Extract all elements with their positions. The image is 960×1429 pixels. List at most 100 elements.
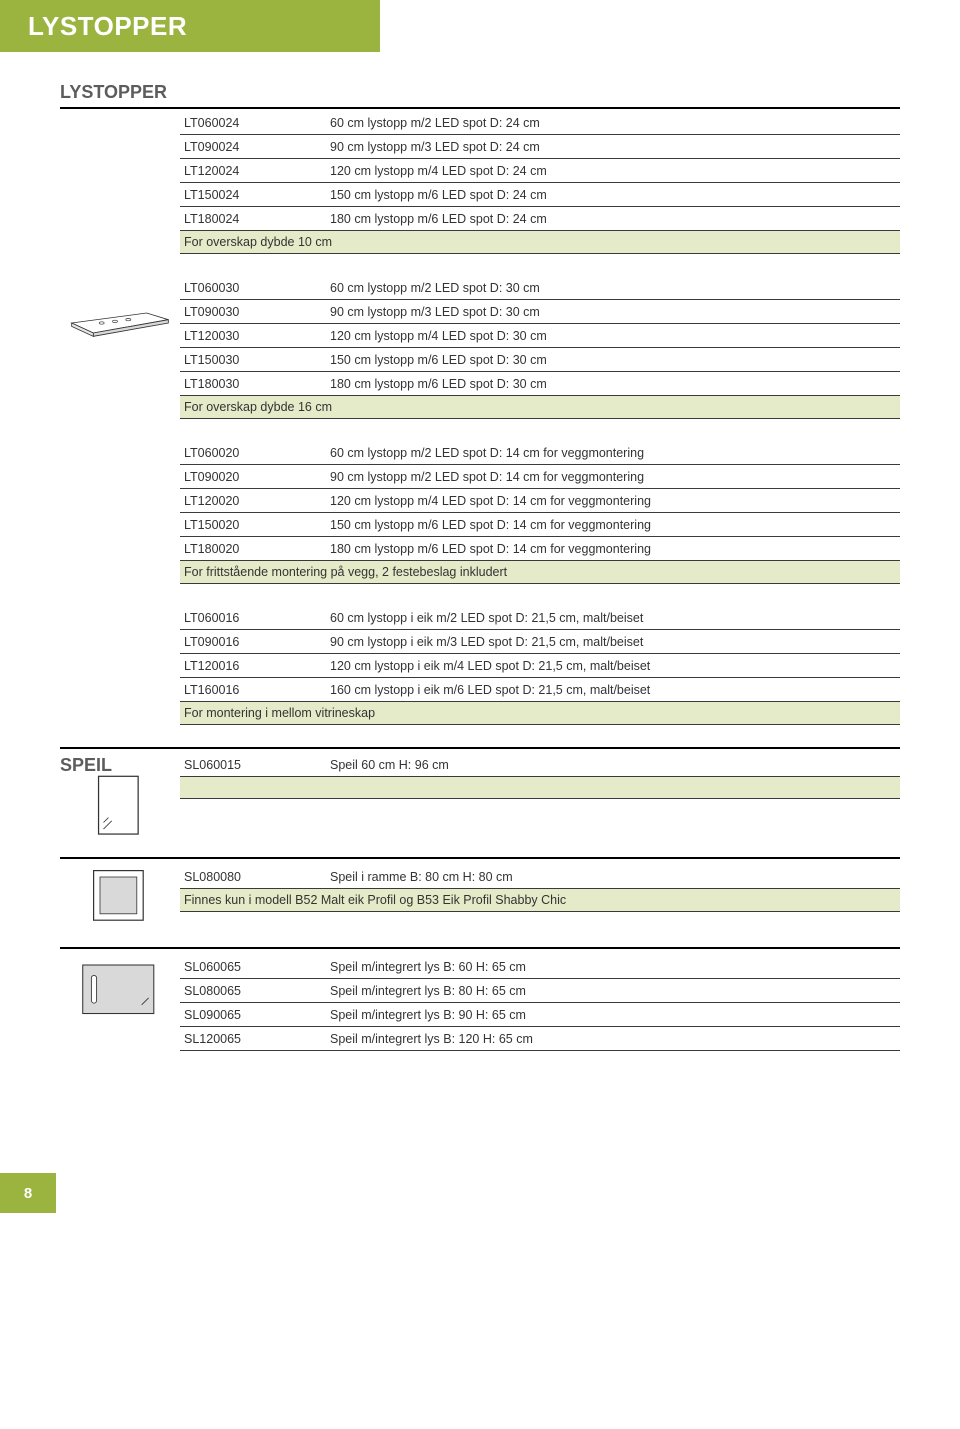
product-code: LT060024 bbox=[180, 116, 330, 130]
product-code: SL060015 bbox=[180, 758, 330, 772]
product-code: LT060020 bbox=[180, 446, 330, 460]
product-desc: 60 cm lystopp m/2 LED spot D: 24 cm bbox=[330, 116, 900, 130]
product-desc: 60 cm lystopp i eik m/2 LED spot D: 21,5… bbox=[330, 611, 900, 625]
product-desc: Speil m/integrert lys B: 90 H: 65 cm bbox=[330, 1008, 900, 1022]
table: SL060065Speil m/integrert lys B: 60 H: 6… bbox=[180, 955, 900, 1051]
table-row: SL060065Speil m/integrert lys B: 60 H: 6… bbox=[180, 955, 900, 979]
product-desc: 180 cm lystopp m/6 LED spot D: 14 cm for… bbox=[330, 542, 900, 556]
speil-block-1: SL060015Speil 60 cm H: 96 cm bbox=[180, 753, 900, 799]
note-row: For overskap dybde 10 cm bbox=[180, 231, 900, 254]
product-code: LT180030 bbox=[180, 377, 330, 391]
product-desc: 120 cm lystopp m/4 LED spot D: 30 cm bbox=[330, 329, 900, 343]
table-row: SL120065Speil m/integrert lys B: 120 H: … bbox=[180, 1027, 900, 1051]
table-row: LT06002460 cm lystopp m/2 LED spot D: 24… bbox=[180, 111, 900, 135]
note-row: For overskap dybde 16 cm bbox=[180, 396, 900, 419]
speil1-icon-row bbox=[60, 799, 900, 839]
product-code: LT060016 bbox=[180, 611, 330, 625]
speil-block-2: SL080080Speil i ramme B: 80 cm H: 80 cm … bbox=[60, 865, 900, 925]
product-code: LT150030 bbox=[180, 353, 330, 367]
product-code: LT090030 bbox=[180, 305, 330, 319]
page-header-band: LYSTOPPER bbox=[0, 0, 380, 52]
product-block-3: LT06002060 cm lystopp m/2 LED spot D: 14… bbox=[180, 441, 900, 584]
product-code: LT180024 bbox=[180, 212, 330, 226]
table-row: LT09002490 cm lystopp m/3 LED spot D: 24… bbox=[180, 135, 900, 159]
table-row: LT09003090 cm lystopp m/3 LED spot D: 30… bbox=[180, 300, 900, 324]
product-desc: Speil m/integrert lys B: 60 H: 65 cm bbox=[330, 960, 900, 974]
product-desc: 120 cm lystopp i eik m/4 LED spot D: 21,… bbox=[330, 659, 900, 673]
divider bbox=[60, 947, 900, 949]
table-row: LT120020120 cm lystopp m/4 LED spot D: 1… bbox=[180, 489, 900, 513]
table-row: LT160016160 cm lystopp i eik m/6 LED spo… bbox=[180, 678, 900, 702]
product-desc: 60 cm lystopp m/2 LED spot D: 14 cm for … bbox=[330, 446, 900, 460]
table-row: SL090065Speil m/integrert lys B: 90 H: 6… bbox=[180, 1003, 900, 1027]
table-row: LT120024120 cm lystopp m/4 LED spot D: 2… bbox=[180, 159, 900, 183]
product-code: LT090024 bbox=[180, 140, 330, 154]
note-text: For overskap dybde 10 cm bbox=[180, 235, 332, 249]
product-code: SL080080 bbox=[180, 870, 330, 884]
product-desc: Speil m/integrert lys B: 80 H: 65 cm bbox=[330, 984, 900, 998]
product-code: LT180020 bbox=[180, 542, 330, 556]
table-row: SL060015Speil 60 cm H: 96 cm bbox=[180, 753, 900, 777]
product-code: SL060065 bbox=[180, 960, 330, 974]
table-row: LT06003060 cm lystopp m/2 LED spot D: 30… bbox=[180, 276, 900, 300]
product-desc: 180 cm lystopp m/6 LED spot D: 24 cm bbox=[330, 212, 900, 226]
table-row: LT150020150 cm lystopp m/6 LED spot D: 1… bbox=[180, 513, 900, 537]
product-block-4: LT06001660 cm lystopp i eik m/2 LED spot… bbox=[180, 606, 900, 725]
product-block-2: LT06003060 cm lystopp m/2 LED spot D: 30… bbox=[60, 276, 900, 419]
product-block-1: LT06002460 cm lystopp m/2 LED spot D: 24… bbox=[180, 111, 900, 254]
page-content: LYSTOPPER LT06002460 cm lystopp m/2 LED … bbox=[0, 52, 960, 1113]
section-speil: SPEIL SL060015Speil 60 cm H: 96 cm bbox=[60, 747, 900, 799]
product-desc: 180 cm lystopp m/6 LED spot D: 30 cm bbox=[330, 377, 900, 391]
product-desc: 60 cm lystopp m/2 LED spot D: 30 cm bbox=[330, 281, 900, 295]
section-title-lystopper: LYSTOPPER bbox=[60, 82, 900, 109]
product-desc: 90 cm lystopp m/2 LED spot D: 14 cm for … bbox=[330, 470, 900, 484]
table-row: LT150024150 cm lystopp m/6 LED spot D: 2… bbox=[180, 183, 900, 207]
product-desc: 160 cm lystopp i eik m/6 LED spot D: 21,… bbox=[330, 683, 900, 697]
table-row: LT06001660 cm lystopp i eik m/2 LED spot… bbox=[180, 606, 900, 630]
page-number: 8 bbox=[0, 1173, 56, 1213]
product-desc: 150 cm lystopp m/6 LED spot D: 24 cm bbox=[330, 188, 900, 202]
product-code: LT120024 bbox=[180, 164, 330, 178]
product-code: LT120030 bbox=[180, 329, 330, 343]
table-row: LT06002060 cm lystopp m/2 LED spot D: 14… bbox=[180, 441, 900, 465]
note-row: For frittstående montering på vegg, 2 fe… bbox=[180, 561, 900, 584]
lystopp-plank-icon bbox=[60, 276, 180, 340]
product-desc: 150 cm lystopp m/6 LED spot D: 30 cm bbox=[330, 353, 900, 367]
table-row: LT180024180 cm lystopp m/6 LED spot D: 2… bbox=[180, 207, 900, 231]
product-desc: 90 cm lystopp m/3 LED spot D: 30 cm bbox=[330, 305, 900, 319]
page-title: LYSTOPPER bbox=[28, 11, 187, 42]
page-number-value: 8 bbox=[24, 1185, 32, 1202]
note-text: For frittstående montering på vegg, 2 fe… bbox=[180, 565, 507, 579]
table-row: LT09001690 cm lystopp i eik m/3 LED spot… bbox=[180, 630, 900, 654]
product-desc: 120 cm lystopp m/4 LED spot D: 24 cm bbox=[330, 164, 900, 178]
product-code: LT090020 bbox=[180, 470, 330, 484]
product-code: SL120065 bbox=[180, 1032, 330, 1046]
product-code: LT150020 bbox=[180, 518, 330, 532]
mirror-light-icon bbox=[60, 955, 180, 1019]
table-row: LT120030120 cm lystopp m/4 LED spot D: 3… bbox=[180, 324, 900, 348]
note-row: For montering i mellom vitrineskap bbox=[180, 702, 900, 725]
divider bbox=[60, 857, 900, 859]
product-code: SL080065 bbox=[180, 984, 330, 998]
table: SL080080Speil i ramme B: 80 cm H: 80 cm … bbox=[180, 865, 900, 912]
table-row: LT180020180 cm lystopp m/6 LED spot D: 1… bbox=[180, 537, 900, 561]
product-code: LT060030 bbox=[180, 281, 330, 295]
table-row: LT120016120 cm lystopp i eik m/4 LED spo… bbox=[180, 654, 900, 678]
note-row bbox=[180, 777, 900, 799]
table-row: LT09002090 cm lystopp m/2 LED spot D: 14… bbox=[180, 465, 900, 489]
note-text: For overskap dybde 16 cm bbox=[180, 400, 332, 414]
product-code: LT120020 bbox=[180, 494, 330, 508]
table-row: SL080080Speil i ramme B: 80 cm H: 80 cm bbox=[180, 865, 900, 889]
product-code: SL090065 bbox=[180, 1008, 330, 1022]
table: LT06003060 cm lystopp m/2 LED spot D: 30… bbox=[180, 276, 900, 419]
mirror-plain-icon bbox=[60, 773, 180, 839]
product-desc: 90 cm lystopp m/3 LED spot D: 24 cm bbox=[330, 140, 900, 154]
product-desc: Speil 60 cm H: 96 cm bbox=[330, 758, 900, 772]
product-code: LT160016 bbox=[180, 683, 330, 697]
table-row: LT150030150 cm lystopp m/6 LED spot D: 3… bbox=[180, 348, 900, 372]
note-text: Finnes kun i modell B52 Malt eik Profil … bbox=[180, 893, 566, 907]
product-code: LT120016 bbox=[180, 659, 330, 673]
product-desc: 90 cm lystopp i eik m/3 LED spot D: 21,5… bbox=[330, 635, 900, 649]
product-desc: Speil i ramme B: 80 cm H: 80 cm bbox=[330, 870, 900, 884]
product-code: LT150024 bbox=[180, 188, 330, 202]
